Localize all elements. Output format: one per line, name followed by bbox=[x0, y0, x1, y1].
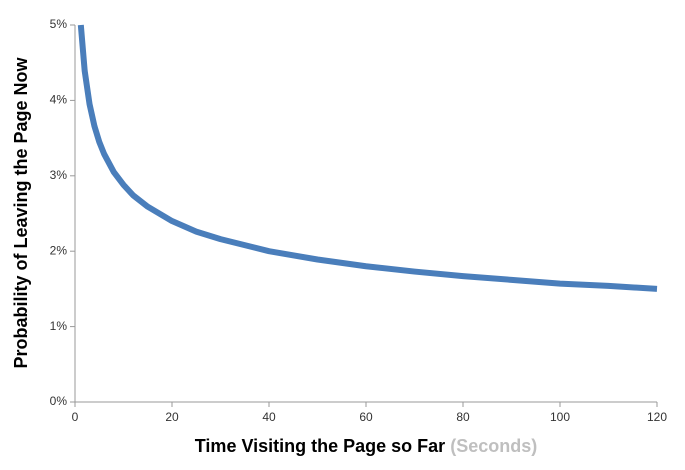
x-tick-label: 100 bbox=[550, 410, 570, 424]
x-tick-label: 120 bbox=[647, 410, 667, 424]
x-tick-label: 40 bbox=[262, 410, 276, 424]
y-axis-title: Probability of Leaving the Page Now bbox=[11, 56, 31, 368]
y-tick-label: 5% bbox=[50, 17, 68, 31]
y-tick-label: 1% bbox=[50, 319, 68, 333]
x-tick-label: 80 bbox=[456, 410, 470, 424]
y-tick-label: 2% bbox=[50, 243, 68, 257]
y-tick-label: 0% bbox=[50, 394, 68, 408]
y-tick-label: 3% bbox=[50, 168, 68, 182]
x-tick-label: 0 bbox=[72, 410, 79, 424]
x-tick-label: 20 bbox=[165, 410, 179, 424]
x-axis-unit: (Seconds) bbox=[450, 436, 537, 456]
x-axis-title: Time Visiting the Page so Far (Seconds) bbox=[195, 436, 537, 456]
x-axis-title-text: Time Visiting the Page so Far bbox=[195, 436, 445, 456]
x-tick-label: 60 bbox=[359, 410, 373, 424]
y-tick-label: 4% bbox=[50, 93, 68, 107]
line bbox=[77, 24, 658, 292]
